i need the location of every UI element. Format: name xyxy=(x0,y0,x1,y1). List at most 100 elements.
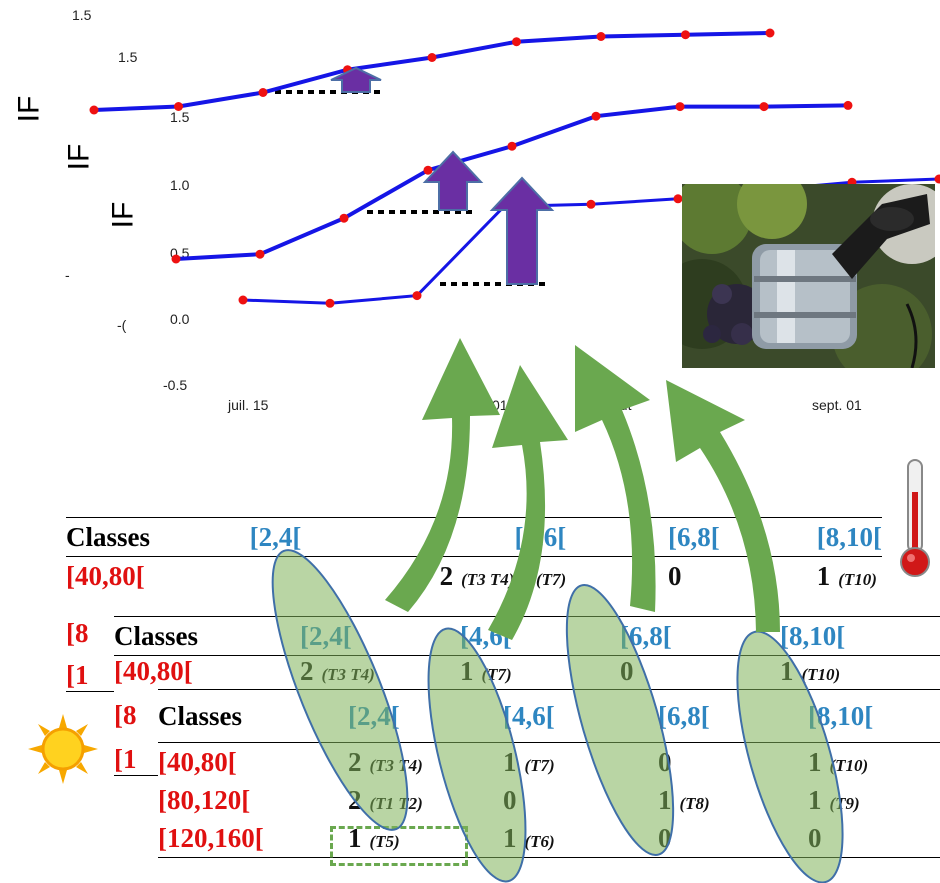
purple-arrow-small xyxy=(330,66,382,93)
y-tick-1.0: 1.0 xyxy=(170,177,190,193)
if-series-3-point-3 xyxy=(412,291,422,301)
table1-side-label-a: [8 xyxy=(66,618,114,649)
table3-row1-c4: 1 (T10) xyxy=(808,743,940,782)
if-series-3-point-6 xyxy=(673,194,683,204)
table2-cell-b-t: (T7) xyxy=(481,665,512,684)
table2-header-4-6: [4,6[ xyxy=(460,616,620,656)
table3-row2-c1-t: (T1 T2) xyxy=(369,793,423,813)
table1-cell-t: (T3 T4) xyxy=(461,569,515,589)
highlight-dashed-box xyxy=(330,826,468,866)
table1-header-classes: Classes xyxy=(66,517,250,557)
sun-icon xyxy=(28,714,98,789)
table1-cell-b: 1 (T7) xyxy=(514,557,667,596)
table1-cell-b-n: 1 xyxy=(514,560,528,591)
purple-arrow-large xyxy=(489,176,555,285)
if-series-1-point-2 xyxy=(174,102,183,111)
table1-row-label: [40,80[ xyxy=(66,560,145,591)
table2-cell-d: 1 (T10) xyxy=(780,656,940,688)
table3-row1-c2-n: 1 xyxy=(503,746,517,777)
table3-header-6-8: [6,8[ xyxy=(658,689,808,743)
table3-row3-c2-t: (T6) xyxy=(524,831,555,851)
table3-row3-label: [120,160[ xyxy=(158,819,348,858)
table1-cell-d-t: (T10) xyxy=(838,569,877,589)
table2-cell-a: 2 (T3 T4) xyxy=(300,656,460,688)
table3-header-2-4: [2,4[ xyxy=(348,689,503,743)
table3-row1-c1-n: 2 xyxy=(348,746,362,777)
table1-header-4-6: [4,6[ xyxy=(514,517,668,557)
if-series-1-point-5 xyxy=(427,53,437,62)
if-series-3-point-9 xyxy=(934,174,940,184)
y-tick-neg0.5: -0.5 xyxy=(163,377,187,393)
table3-row2-c4-n: 1 xyxy=(808,784,822,815)
if-series-1-point-1 xyxy=(89,105,99,115)
table1-cell: 2 (T3 T4) xyxy=(250,557,515,596)
table1-cell-d-n: 1 xyxy=(816,560,831,591)
y-tick-0.0: 0.0 xyxy=(170,311,190,327)
table3-header-classes: Classes xyxy=(158,689,348,743)
table2-side-label-a: [8 xyxy=(114,700,158,731)
table3-row3-c4-n: 0 xyxy=(808,822,822,853)
y-axis-label-2: IF xyxy=(62,143,96,171)
table3-row1-c2-t: (T7) xyxy=(524,755,555,775)
table2-cell-d-n: 1 xyxy=(780,656,794,686)
table1-cell-c-n: 0 xyxy=(667,560,682,591)
if-series-3-point-2 xyxy=(325,298,335,308)
table3-row3-c3: 0 xyxy=(658,819,808,858)
table3-row1-c4-t: (T10) xyxy=(829,755,869,775)
x-tick-juil: juil. 15 xyxy=(227,397,269,413)
if-series-2-point-7 xyxy=(675,102,685,112)
if-series-2-point-9 xyxy=(843,100,853,110)
y-tick-fragment-a: - xyxy=(65,267,70,283)
table3-row2-c4-t: (T9) xyxy=(829,793,860,813)
table3-row1-c3: 0 xyxy=(658,743,808,782)
table3-row2-c2: 0 xyxy=(503,781,658,819)
table3-row2-label: [80,120[ xyxy=(158,784,251,815)
x-tick-01: 01 xyxy=(492,397,508,413)
if-series-2-point-6 xyxy=(591,111,601,121)
y-tick-1.5: 1.5 xyxy=(170,109,190,125)
y-tick-mid: 1.5 xyxy=(118,49,138,65)
table3-row3-c2-n: 1 xyxy=(503,822,517,853)
if-series-2-point-4 xyxy=(423,165,433,175)
table2-cell-c-n: 0 xyxy=(620,656,634,686)
table2-cell-b: 1 (T7) xyxy=(460,656,620,688)
thermometer-icon xyxy=(898,458,932,585)
class-table-2: Classes [2,4[ [4,6[ [6,8[ [8,10[ [40,80[… xyxy=(114,616,940,687)
if-series-line-1 xyxy=(93,31,771,112)
table2-cell-a-t: (T3 T4) xyxy=(321,665,375,684)
table3-row2-c3: 1 (T8) xyxy=(658,781,808,819)
table3-row1-label: [40,80[ xyxy=(158,746,237,777)
if-series-1-point-8 xyxy=(681,30,690,40)
class-table-3: Classes [2,4[ [4,6[ [6,8[ [8,10[ [40,80[… xyxy=(158,689,940,858)
if-series-2-point-3 xyxy=(339,213,349,223)
table1-header-8-10: [8,10[ xyxy=(816,517,882,557)
table3-row3-c4: 0 xyxy=(808,819,940,858)
y-tick-top: 1.5 xyxy=(72,7,92,23)
x-tick-sept: sept. 01 xyxy=(812,397,862,413)
table2-cell-c: 0 xyxy=(620,656,780,688)
if-series-1-point-9 xyxy=(765,28,775,38)
table2-cell-a-n: 2 xyxy=(300,656,314,686)
table1-cell-c: 0 xyxy=(668,557,817,596)
table2-cell-b-n: 1 xyxy=(460,656,474,686)
table2-row-label: [40,80[ xyxy=(114,656,193,686)
class-table-1: Classes [2,4[ [4,6[ [6,8[ [8,10[ [40,80[… xyxy=(66,517,882,595)
if-series-2-point-2 xyxy=(255,249,265,259)
if-series-3-point-1 xyxy=(238,295,248,305)
y-axis-label-1: IF xyxy=(12,95,46,123)
if-series-1-point-7 xyxy=(596,32,606,41)
table2-header-2-4: [2,4[ xyxy=(300,616,460,656)
if-series-1-point-3 xyxy=(258,88,268,97)
if-series-1-point-6 xyxy=(512,37,521,47)
if-series-3-point-5 xyxy=(586,199,596,209)
table1-cell-n: 2 xyxy=(439,560,454,591)
table2-cell-d-t: (T10) xyxy=(801,665,841,684)
table3-row3-c2: 1 (T6) xyxy=(503,819,658,858)
if-series-2-point-1 xyxy=(171,254,181,264)
table3-row2-c1: 2 (T1 T2) xyxy=(348,781,503,819)
table2-side-label-b: [1 xyxy=(114,744,158,776)
purple-arrow-medium xyxy=(422,150,484,211)
table3-header-4-6: [4,6[ xyxy=(503,689,658,743)
table1-header-6-8: [6,8[ xyxy=(667,517,817,557)
